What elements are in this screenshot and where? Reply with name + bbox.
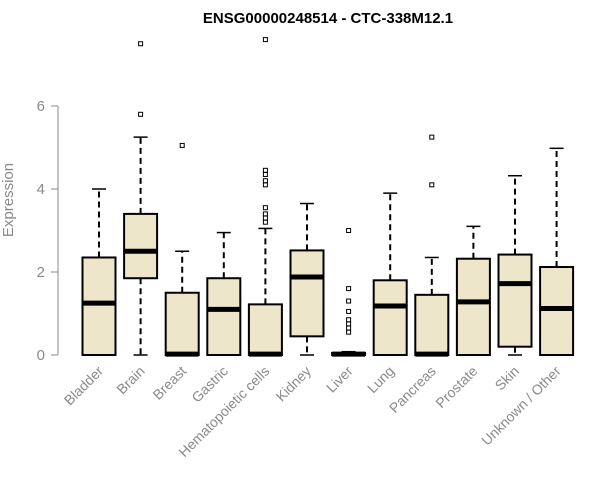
box-8 [414,134,450,357]
outlier-point [346,329,352,335]
x-tick-label: Kidney [273,363,315,405]
iqr-box [414,293,450,357]
outlier-point [346,308,352,314]
iqr-box [247,303,283,356]
box-11 [539,147,575,356]
x-tick-label: Liver [323,363,356,396]
outlier-point [346,228,352,233]
outlier-point [262,171,268,177]
iqr-box [497,253,533,348]
iqr-box [81,256,117,357]
iqr-box [372,279,408,356]
outlier-point [262,182,268,188]
y-tick-label: 2 [37,264,45,281]
box-6 [331,228,367,357]
box-1 [123,41,159,356]
outlier-point [262,211,268,217]
box-5 [289,202,325,356]
x-tick-label: Lung [364,363,397,396]
iqr-box [455,257,491,356]
chart-title: ENSG00000248514 - CTC-338M12.1 [203,10,453,27]
x-tick-label: Prostate [432,363,480,411]
box-4 [247,37,283,357]
outlier-point [429,134,435,140]
iqr-box [164,291,200,356]
iqr-box [206,277,242,357]
y-axis-label: Expression [0,163,17,237]
outlier-point [179,142,185,148]
boxes [81,37,575,357]
outlier-point [346,286,352,292]
y-tick-label: 6 [37,98,45,115]
iqr-box [289,249,325,338]
outlier-point [262,167,268,173]
outlier-point [429,182,435,188]
x-tick-label: Unknown / Other [478,363,564,449]
x-tick-label: Brain [113,363,147,397]
x-tick-label: Skin [492,363,523,394]
box-10 [497,174,533,356]
outlier-point [262,215,268,221]
box-7 [372,192,408,356]
x-tick-label: Bladder [61,363,107,409]
y-tick-label: 0 [37,347,45,364]
y-axis: 0 2 4 6 [37,98,59,364]
outlier-point [138,41,144,47]
outlier-point [138,111,144,117]
x-tick-label: Breast [149,363,189,403]
box-0 [81,188,117,357]
outlier-point [346,317,352,323]
box-3 [206,231,242,357]
outlier-point [262,205,268,211]
box-9 [455,225,491,356]
box-2 [164,142,200,357]
outlier-point [262,178,268,184]
outlier-point [346,325,352,331]
outlier-point [346,321,352,327]
outlier-point [346,298,352,304]
outlier-point [262,37,268,43]
outlier-point [262,219,268,225]
iqr-box [123,212,159,280]
y-tick-label: 4 [37,181,45,198]
